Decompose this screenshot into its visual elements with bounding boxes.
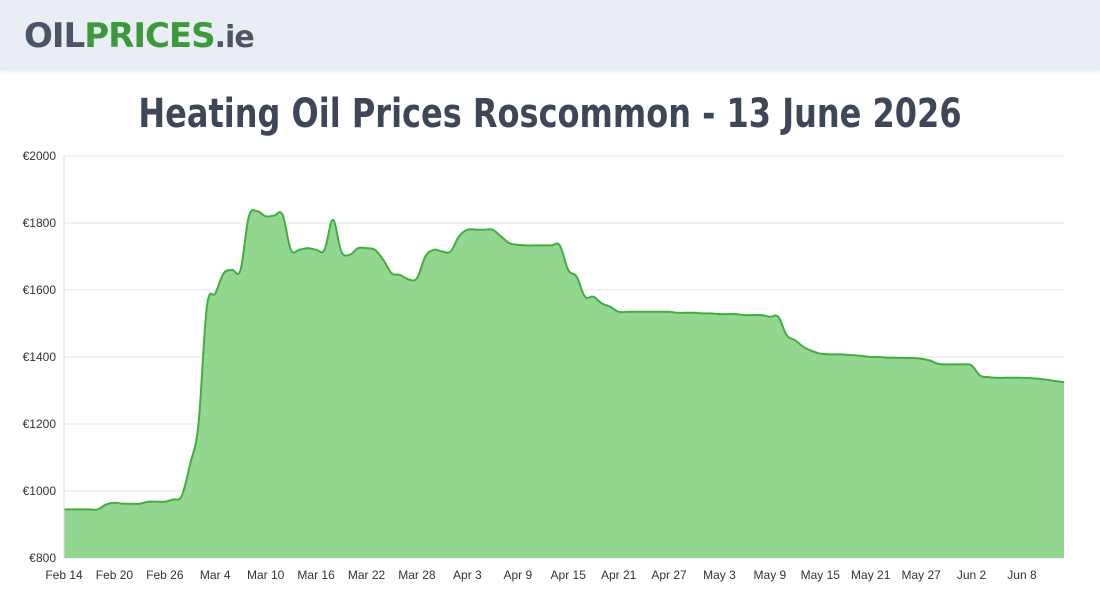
x-tick-label: Jun 8 [1007,568,1037,582]
price-area [64,209,1064,558]
logo-part-prices: PRICES [84,16,215,56]
price-line [64,208,1065,511]
site-logo[interactable]: OILPRICES.ie [24,16,255,58]
y-tick-label: €1400 [23,350,57,364]
x-tick-label: Apr 15 [551,568,587,582]
chart-title: Heating Oil Prices Roscommon - 13 June 2… [138,91,962,137]
x-tick-label: Feb 14 [45,568,83,582]
x-tick-label: Feb 26 [146,568,184,582]
y-tick-label: €800 [29,551,56,565]
x-tick-label: Mar 28 [398,568,436,582]
x-tick-label: Mar 10 [247,568,285,582]
x-tick-label: Apr 27 [651,568,687,582]
x-tick-label: May 3 [703,568,736,582]
y-tick-label: €1000 [23,484,57,498]
x-tick-label: May 15 [801,568,841,582]
x-tick-label: Apr 3 [453,568,482,582]
x-tick-label: Mar 16 [297,568,335,582]
y-tick-label: €1800 [23,216,57,230]
y-tick-label: €1600 [23,283,57,297]
y-tick-label: €2000 [23,149,57,163]
x-tick-label: Jun 2 [957,568,987,582]
x-tick-label: Apr 21 [601,568,637,582]
site-header: OILPRICES.ie [0,0,1100,70]
x-tick-label: May 9 [754,568,787,582]
logo-part-oil: OIL [24,16,85,56]
x-tick-label: Feb 20 [96,568,134,582]
x-axis-labels: Feb 14 Feb 20 Feb 26 Mar 4 Mar 10 Mar 16 Mar 2… [45,568,1037,582]
y-axis-labels: €800 €1000 €1200 €1400 €1600 €1800 €2000 [23,149,57,565]
x-tick-label: May 21 [851,568,891,582]
logo-part-domain: .ie [214,20,255,55]
x-tick-label: Apr 9 [503,568,532,582]
x-tick-label: Mar 22 [348,568,386,582]
x-tick-label: May 27 [901,568,941,582]
y-tick-label: €1200 [23,417,57,431]
x-tick-label: Mar 4 [200,568,231,582]
